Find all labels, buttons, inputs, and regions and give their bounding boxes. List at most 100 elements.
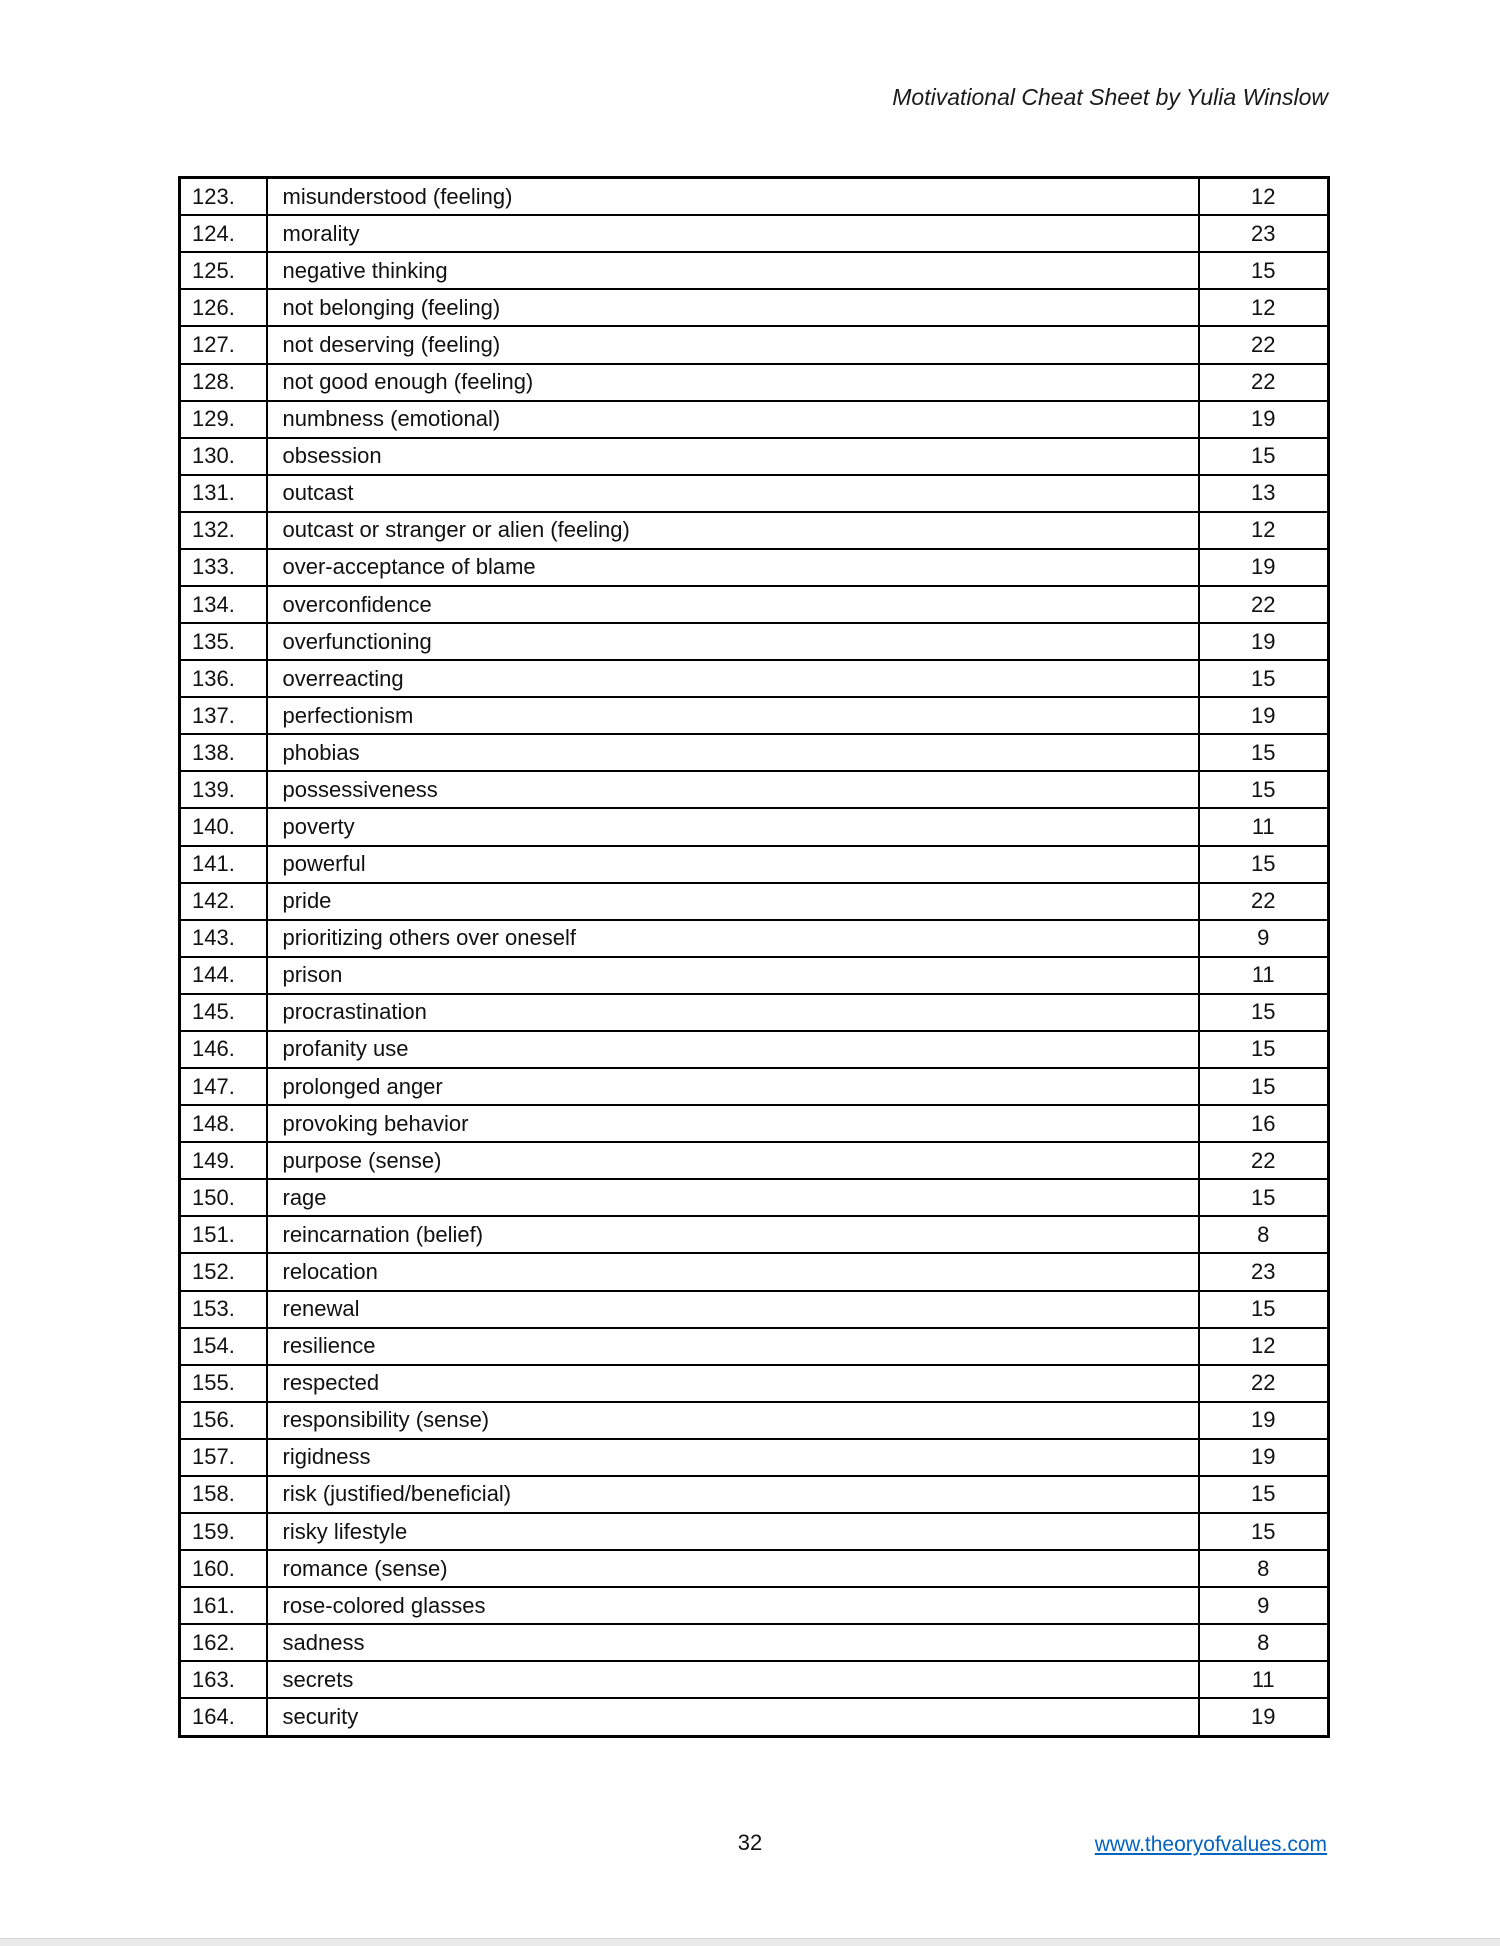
row-label-cell: reincarnation (belief) xyxy=(265,1215,1200,1255)
row-label-cell: sadness xyxy=(265,1623,1200,1663)
table-row: 161. rose-colored glasses 9 xyxy=(178,1586,1330,1626)
row-label-cell: profanity use xyxy=(265,1029,1200,1070)
table-row: 137. perfectionism 19 xyxy=(178,696,1330,736)
row-number-cell: 132. xyxy=(178,510,268,550)
row-value-cell: 13 xyxy=(1197,473,1330,513)
row-label-cell: morality xyxy=(265,214,1200,254)
row-value-cell: 15 xyxy=(1197,992,1330,1032)
row-value-cell: 19 xyxy=(1197,1697,1330,1738)
row-number-cell: 144. xyxy=(178,955,268,995)
row-label-cell: not deserving (feeling) xyxy=(265,325,1200,365)
row-value-cell: 15 xyxy=(1197,1029,1330,1070)
table-row: 142. pride 22 xyxy=(178,881,1330,921)
row-label-cell: pride xyxy=(265,881,1200,921)
row-value-cell: 22 xyxy=(1197,362,1330,402)
row-value-cell: 15 xyxy=(1197,770,1330,810)
row-label-cell: overfunctioning xyxy=(265,622,1200,662)
row-value-cell: 12 xyxy=(1197,510,1330,550)
table-row: 152. relocation 23 xyxy=(178,1252,1330,1292)
row-label-cell: phobias xyxy=(265,733,1200,773)
row-number-cell: 125. xyxy=(178,251,268,291)
row-number-cell: 160. xyxy=(178,1549,268,1589)
row-value-cell: 11 xyxy=(1197,807,1330,847)
row-value-cell: 9 xyxy=(1197,918,1330,958)
row-label-cell: secrets xyxy=(265,1660,1200,1700)
row-label-cell: not belonging (feeling) xyxy=(265,288,1200,328)
row-label-cell: obsession xyxy=(265,436,1200,476)
table-row: 135. overfunctioning 19 xyxy=(178,622,1330,662)
table-row: 153. renewal 15 xyxy=(178,1289,1330,1329)
row-label-cell: numbness (emotional) xyxy=(265,399,1200,439)
row-number-cell: 147. xyxy=(178,1067,268,1107)
page-bottom-edge xyxy=(0,1938,1500,1946)
row-label-cell: resilience xyxy=(265,1326,1200,1366)
row-value-cell: 8 xyxy=(1197,1623,1330,1663)
table-row: 154. resilience 12 xyxy=(178,1326,1330,1366)
row-value-cell: 22 xyxy=(1197,881,1330,921)
table-row: 164. security 19 xyxy=(178,1697,1330,1738)
table-row: 139. possessiveness 15 xyxy=(178,770,1330,810)
table-row: 148. provoking behavior 16 xyxy=(178,1104,1330,1144)
row-value-cell: 8 xyxy=(1197,1549,1330,1589)
row-label-cell: provoking behavior xyxy=(265,1104,1200,1144)
row-number-cell: 158. xyxy=(178,1474,268,1514)
row-value-cell: 15 xyxy=(1197,733,1330,773)
row-label-cell: overconfidence xyxy=(265,585,1200,625)
row-number-cell: 149. xyxy=(178,1141,268,1181)
row-value-cell: 9 xyxy=(1197,1586,1330,1626)
page-number: 32 xyxy=(737,1830,763,1855)
table-row: 132. outcast or stranger or alien (feeli… xyxy=(178,510,1330,550)
row-number-cell: 142. xyxy=(178,881,268,921)
row-value-cell: 23 xyxy=(1197,214,1330,254)
row-number-cell: 161. xyxy=(178,1586,268,1626)
row-number-cell: 136. xyxy=(178,659,268,699)
row-label-cell: outcast xyxy=(265,473,1200,513)
table-row: 131. outcast 13 xyxy=(178,473,1330,513)
table-row: 133. over-acceptance of blame 19 xyxy=(178,547,1330,588)
row-value-cell: 11 xyxy=(1197,1660,1330,1700)
table-row: 138. phobias 15 xyxy=(178,733,1330,773)
row-label-cell: rage xyxy=(265,1178,1200,1218)
row-number-cell: 153. xyxy=(178,1289,268,1329)
footer-link[interactable]: www.theoryofvalues.com xyxy=(1094,1833,1327,1856)
row-value-cell: 19 xyxy=(1197,696,1330,736)
row-value-cell: 19 xyxy=(1197,399,1330,439)
table-row: 129. numbness (emotional) 19 xyxy=(178,399,1330,439)
row-number-cell: 141. xyxy=(178,844,268,884)
row-label-cell: misunderstood (feeling) xyxy=(265,176,1200,217)
table-row: 126. not belonging (feeling) 12 xyxy=(178,288,1330,328)
row-value-cell: 19 xyxy=(1197,1437,1330,1477)
table-row: 146. profanity use 15 xyxy=(178,1029,1330,1070)
row-label-cell: possessiveness xyxy=(265,770,1200,810)
row-value-cell: 22 xyxy=(1197,1141,1330,1181)
row-value-cell: 15 xyxy=(1197,844,1330,884)
row-value-cell: 19 xyxy=(1197,622,1330,662)
table-row: 149. purpose (sense) 22 xyxy=(178,1141,1330,1181)
row-number-cell: 145. xyxy=(178,992,268,1032)
row-label-cell: poverty xyxy=(265,807,1200,847)
row-value-cell: 23 xyxy=(1197,1252,1330,1292)
row-number-cell: 137. xyxy=(178,696,268,736)
row-label-cell: prioritizing others over oneself xyxy=(265,918,1200,958)
table-row: 127. not deserving (feeling) 22 xyxy=(178,325,1330,365)
row-label-cell: over-acceptance of blame xyxy=(265,547,1200,588)
row-number-cell: 127. xyxy=(178,325,268,365)
row-value-cell: 15 xyxy=(1197,251,1330,291)
row-label-cell: responsibility (sense) xyxy=(265,1400,1200,1440)
row-value-cell: 12 xyxy=(1197,288,1330,328)
table-row: 140. poverty 11 xyxy=(178,807,1330,847)
row-number-cell: 128. xyxy=(178,362,268,402)
table-row: 158. risk (justified/beneficial) 15 xyxy=(178,1474,1330,1514)
row-number-cell: 157. xyxy=(178,1437,268,1477)
row-number-cell: 129. xyxy=(178,399,268,439)
row-value-cell: 22 xyxy=(1197,325,1330,365)
table-row: 123. misunderstood (feeling) 12 xyxy=(178,176,1330,217)
row-value-cell: 15 xyxy=(1197,436,1330,476)
row-number-cell: 123. xyxy=(178,176,268,217)
row-label-cell: prison xyxy=(265,955,1200,995)
row-label-cell: powerful xyxy=(265,844,1200,884)
row-number-cell: 152. xyxy=(178,1252,268,1292)
row-number-cell: 131. xyxy=(178,473,268,513)
row-label-cell: respected xyxy=(265,1363,1200,1403)
row-number-cell: 143. xyxy=(178,918,268,958)
